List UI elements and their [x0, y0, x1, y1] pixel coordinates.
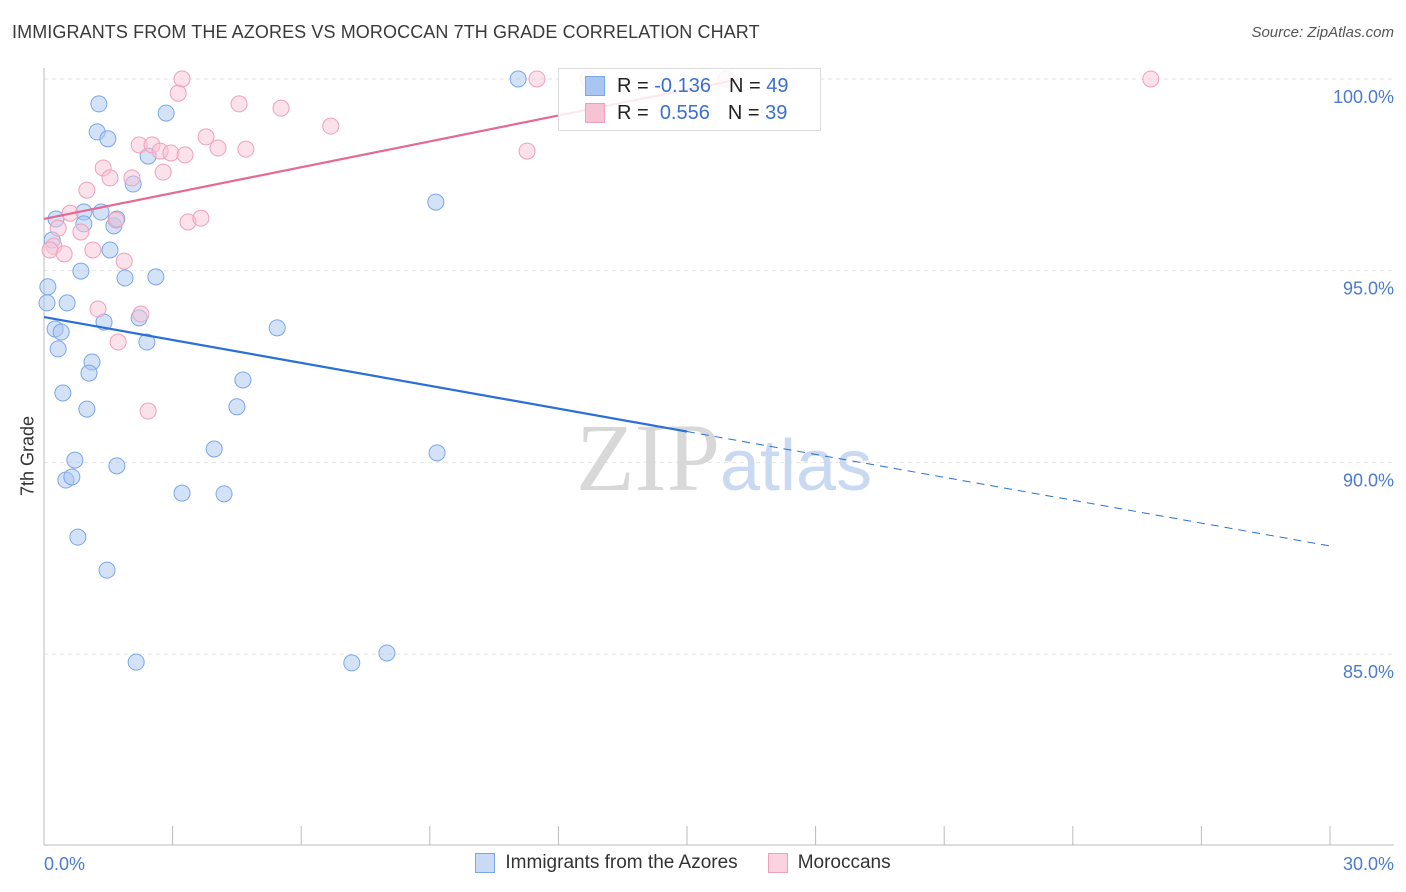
series-legend: Immigrants from the Azores Moroccans	[0, 852, 1386, 874]
azores-point	[80, 364, 98, 382]
azores-point	[101, 241, 119, 259]
azores-point	[99, 130, 117, 148]
moroccans-point	[89, 300, 107, 318]
azores-trendline	[43, 316, 688, 433]
moroccans-point	[322, 117, 340, 135]
azores-point	[66, 451, 84, 469]
moroccans-swatch	[585, 103, 605, 123]
azores-point	[90, 95, 108, 113]
r-label: R =	[617, 74, 649, 97]
moroccans-swatch	[767, 853, 788, 873]
stats-row-azores: R = -0.136 N = 49	[585, 74, 788, 98]
moroccans-point	[176, 146, 194, 164]
moroccans-point	[109, 333, 127, 351]
moroccans-point	[162, 144, 180, 162]
moroccans-point	[132, 305, 150, 323]
moroccans-point	[139, 402, 157, 420]
r-value: 0.556	[659, 101, 710, 124]
azores-point	[228, 398, 246, 416]
watermark-zip: ZIP	[576, 404, 720, 511]
azores-point	[52, 323, 70, 341]
azores-point	[69, 528, 87, 546]
azores-point	[509, 70, 527, 88]
moroccans-point	[49, 219, 67, 237]
moroccans-point	[197, 128, 215, 146]
azores-point	[63, 468, 81, 486]
y-tick-label: 85.0%	[1343, 662, 1394, 682]
watermark-atlas: atlas	[720, 426, 872, 506]
moroccans-point	[115, 252, 133, 270]
moroccans-point	[230, 95, 248, 113]
azores-point	[215, 485, 233, 503]
azores-point	[108, 457, 126, 475]
moroccans-point	[518, 142, 536, 160]
azores-point	[98, 561, 116, 579]
moroccans-point	[1142, 70, 1160, 88]
chart-title: IMMIGRANTS FROM THE AZORES VS MOROCCAN 7…	[12, 22, 760, 42]
azores-trendline-extrapolated	[686, 431, 1331, 547]
moroccans-point	[55, 245, 73, 263]
moroccans-point	[101, 169, 119, 187]
x-tick-label-min: 0.0%	[44, 854, 85, 874]
y-tick-label: 95.0%	[1343, 279, 1394, 299]
moroccans-point	[84, 241, 102, 259]
azores-point	[173, 484, 191, 502]
azores-point	[427, 193, 445, 211]
stats-row-moroccans: R = 0.556 N = 39	[585, 101, 787, 125]
moroccans-point	[209, 139, 227, 157]
azores-point	[49, 340, 67, 358]
azores-point	[127, 653, 145, 671]
azores-swatch	[585, 76, 605, 96]
moroccans-point	[192, 209, 210, 227]
azores-point	[147, 268, 165, 286]
azores-point	[116, 269, 134, 287]
n-label: N =	[727, 101, 760, 124]
legend-label: Moroccans	[797, 852, 891, 873]
n-value: 49	[766, 74, 789, 97]
azores-point	[78, 400, 96, 418]
azores-point	[38, 294, 56, 312]
y-axis-label: 7th Grade	[17, 415, 38, 497]
azores-point	[234, 371, 252, 389]
azores-point	[268, 319, 286, 337]
azores-point	[58, 294, 76, 312]
n-value: 39	[765, 101, 788, 124]
y-tick-label: 100.0%	[1333, 87, 1394, 107]
moroccans-point	[123, 169, 141, 187]
chart-source: Source: ZipAtlas.com	[1251, 24, 1394, 41]
moroccans-point	[169, 84, 187, 102]
moroccans-point	[272, 99, 290, 117]
azores-point	[54, 384, 72, 402]
moroccans-point	[41, 241, 59, 259]
y-tick-label: 90.0%	[1343, 470, 1394, 490]
azores-point	[205, 440, 223, 458]
moroccans-point	[528, 70, 546, 88]
r-value: -0.136	[654, 74, 711, 97]
legend-item-moroccans[interactable]: Moroccans	[767, 852, 891, 874]
legend-item-azores[interactable]: Immigrants from the Azores	[475, 852, 738, 874]
x-tick-label-max: 30.0%	[1343, 854, 1394, 874]
moroccans-point	[78, 181, 96, 199]
r-label: R =	[617, 101, 649, 124]
azores-point	[72, 262, 90, 280]
azores-point	[378, 644, 396, 662]
azores-point	[428, 444, 446, 462]
legend-label: Immigrants from the Azores	[505, 852, 738, 873]
n-label: N =	[728, 74, 761, 97]
azores-point	[39, 278, 57, 296]
stats-legend: R = -0.136 N = 49 R = 0.556 N = 39	[558, 68, 821, 131]
azores-point	[343, 654, 361, 672]
azores-swatch	[475, 853, 496, 873]
moroccans-point	[173, 70, 191, 88]
moroccans-point	[237, 140, 255, 158]
moroccans-point	[72, 223, 90, 241]
azores-point	[138, 333, 156, 351]
moroccans-point	[107, 211, 125, 229]
moroccans-point	[154, 163, 172, 181]
azores-point	[157, 104, 175, 122]
